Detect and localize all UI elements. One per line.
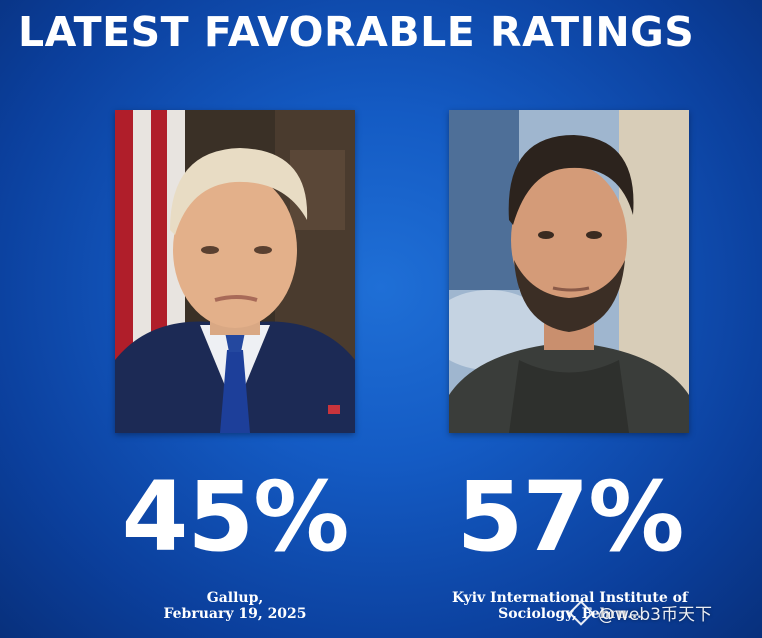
diamond-logo-icon <box>568 600 594 626</box>
right-source-line1: Kyiv International Institute of <box>452 590 688 606</box>
left-portrait-photo <box>115 110 355 433</box>
right-portrait-photo <box>449 110 689 433</box>
right-percentage: 57% <box>456 461 685 573</box>
right-source-caption: Kyiv International Institute of Sociolog… <box>425 590 715 622</box>
left-source-caption: Gallup, February 19, 2025 <box>120 590 350 622</box>
page-title: LATEST FAVORABLE RATINGS <box>18 8 695 56</box>
left-source-line2: February 19, 2025 <box>163 606 307 622</box>
watermark: @web3币天下 <box>568 600 712 626</box>
left-percentage: 45% <box>121 461 350 573</box>
left-source-line1: Gallup, <box>206 590 264 606</box>
watermark-text: @web3币天下 <box>598 605 712 625</box>
right-source-line2: Sociology, Febru... <box>498 606 642 622</box>
